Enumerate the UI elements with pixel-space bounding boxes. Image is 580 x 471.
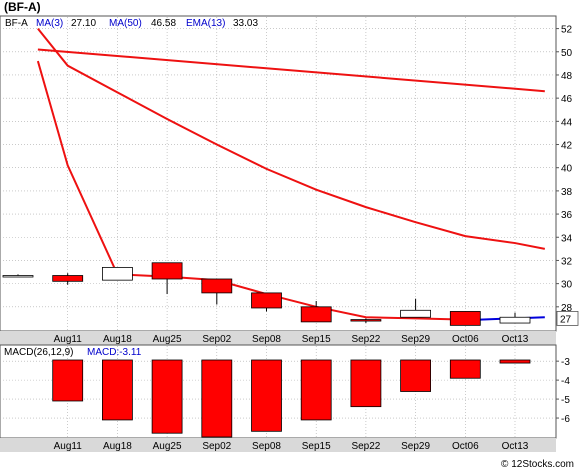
legend-symbol: BF-A <box>5 18 28 29</box>
macd-bar <box>201 359 233 438</box>
macd-bar <box>151 359 183 434</box>
macd-bar <box>400 359 432 392</box>
price-tick-label: 42 <box>561 141 573 152</box>
macd-bar <box>449 359 481 379</box>
legend: BF-A MA(3) 27.10 MA(50) 46.58 EMA(13) 33… <box>5 18 258 29</box>
candle-body <box>251 292 282 309</box>
last-price-label: 27 <box>560 314 572 325</box>
legend-ema13-label: EMA(13) <box>186 18 225 29</box>
candle-body <box>499 316 531 324</box>
last-price-box <box>556 311 579 326</box>
legend-ma3-value: 27.10 <box>71 18 96 29</box>
legend-ma50-label: MA(50) <box>109 18 142 29</box>
chart-title: (BF-A) <box>4 0 41 14</box>
price-y-axis: 28 30 32 34 36 38 40 42 44 46 48 50 52 27 <box>556 25 579 326</box>
price-tick-label: 38 <box>561 187 573 198</box>
macd-tick-label: -3 <box>561 357 570 368</box>
candle-body <box>151 262 183 280</box>
x-tick-label: Aug11 <box>54 441 83 452</box>
price-candles <box>2 262 531 326</box>
x-tick-label: Aug25 <box>153 334 182 345</box>
x-axis-strip <box>0 331 556 345</box>
x-tick-label: Aug25 <box>153 441 182 452</box>
x-tick-label: Oct13 <box>502 334 529 345</box>
x-tick-label: Aug11 <box>54 334 83 345</box>
candle-body <box>52 275 84 282</box>
x-tick-label: Aug18 <box>103 334 132 345</box>
watermark: © 12Stocks.com <box>501 459 574 470</box>
x-tick-label: Aug18 <box>103 441 132 452</box>
x-tick-label: Oct06 <box>452 334 479 345</box>
series-line-ema-13- <box>37 27 546 250</box>
macd-legend: MACD(26,12,9) MACD:-3.11 <box>4 347 142 358</box>
x-axis-labels-bottom: Aug11 Aug18 Aug25 Sep02 Sep08 Sep15 Sep22 Sep29… <box>54 441 529 452</box>
price-tick-label: 48 <box>561 71 573 82</box>
x-tick-label: Sep29 <box>401 441 430 452</box>
candle-body <box>400 309 432 318</box>
macd-legend-value: MACD:-3.11 <box>87 347 142 358</box>
macd-bar <box>251 359 282 432</box>
x-tick-label: Sep22 <box>351 334 380 345</box>
macd-bar <box>102 359 133 421</box>
candle-body <box>201 278 233 294</box>
series-line-ma-50- <box>37 48 545 93</box>
macd-legend-name: MACD(26,12,9) <box>4 347 73 358</box>
price-tick-label: 46 <box>561 94 573 105</box>
x-tick-label: Sep08 <box>252 334 281 345</box>
price-tick-label: 50 <box>561 48 573 59</box>
price-grid <box>0 17 556 330</box>
legend-ema13-value: 33.03 <box>233 18 258 29</box>
macd-tick-label: -4 <box>561 376 570 387</box>
macd-bars <box>52 359 531 438</box>
price-tick-label: 30 <box>561 280 573 291</box>
macd-bar <box>300 359 332 421</box>
candle-body <box>2 275 34 278</box>
price-tick-label: 34 <box>561 233 573 244</box>
macd-y-axis: -3 -4 -5 -6 <box>556 357 570 425</box>
macd-tick-label: -6 <box>561 414 570 425</box>
x-tick-label: Sep08 <box>252 441 281 452</box>
price-tick-label: 40 <box>561 164 573 175</box>
price-tick-label: 32 <box>561 256 573 267</box>
price-tick-label: 28 <box>561 303 573 314</box>
legend-ma50-value: 46.58 <box>151 18 176 29</box>
candle-body <box>350 319 382 322</box>
x-tick-label: Oct13 <box>502 441 529 452</box>
candle-body <box>300 306 332 323</box>
x-tick-label: Oct06 <box>452 441 479 452</box>
candle-body <box>449 311 481 326</box>
legend-ma3-label: MA(3) <box>36 18 63 29</box>
x-axis-labels-top: Aug11 Aug18 Aug25 Sep02 Sep08 Sep15 Sep22 Sep29… <box>54 334 529 345</box>
macd-bar <box>350 359 382 408</box>
price-tick-label: 36 <box>561 210 573 221</box>
x-tick-label: Sep22 <box>351 441 380 452</box>
price-tick-label: 52 <box>561 25 573 36</box>
x-tick-label: Sep15 <box>302 441 331 452</box>
macd-bar <box>52 359 84 402</box>
x-axis-strip-bottom <box>0 438 556 452</box>
price-tick-label: 44 <box>561 117 573 128</box>
candle-body <box>102 266 133 281</box>
macd-bar <box>499 359 531 364</box>
macd-tick-label: -5 <box>561 395 570 406</box>
x-tick-label: Sep02 <box>202 334 231 345</box>
x-tick-label: Sep29 <box>401 334 430 345</box>
x-tick-label: Sep02 <box>202 441 231 452</box>
x-tick-label: Sep15 <box>302 334 331 345</box>
